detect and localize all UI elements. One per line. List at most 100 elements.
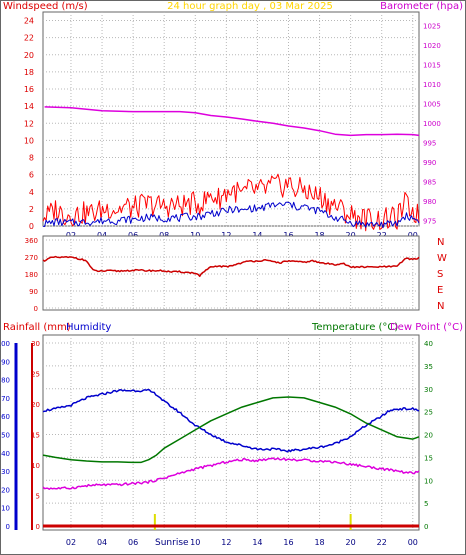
rainfall-tick-label: 30 [31, 340, 40, 348]
rainfall-tick-label: 20 [31, 401, 40, 409]
temperature-tick-label: 25 [424, 409, 433, 417]
rainfall-tick-label: 25 [31, 371, 40, 379]
direction-tick-label: 360 [25, 237, 38, 245]
barometer-tick-label: 1015 [423, 61, 441, 69]
humidity-tick-label: 80 [1, 377, 10, 385]
climate-grid [43, 335, 419, 530]
gust-line [42, 173, 420, 232]
direction-tick-label: 0 [34, 305, 38, 313]
x-tick-label: 06 [128, 538, 138, 547]
windspeed-tick-label: 0 [29, 222, 34, 231]
rainfall-tick-label: 15 [31, 432, 40, 440]
x-tick-label: 14 [252, 538, 262, 547]
x-tick-label: 04 [97, 538, 107, 547]
sunrise-label: Sunrise [155, 538, 189, 548]
windspeed-tick-label: 12 [24, 119, 34, 128]
barometer-tick-label: 985 [423, 178, 436, 186]
windspeed-tick-label: 22 [24, 34, 34, 43]
barometer-tick-label: 990 [423, 159, 436, 167]
humidity-line [42, 388, 420, 453]
rainfall-tick-label: 10 [31, 462, 40, 470]
barometer-tick-label: 1000 [423, 120, 441, 128]
windspeed-tick-label: 20 [24, 51, 34, 60]
barometer-tick-label: 1005 [423, 100, 441, 108]
temperature-tick-label: 30 [424, 386, 433, 394]
temperature-tick-label: 20 [424, 432, 433, 440]
x-tick-label: 20 [346, 538, 356, 547]
windspeed-tick-label: 16 [24, 85, 34, 94]
temperature-tick-label: 5 [424, 500, 428, 508]
temperature-tick-label: 15 [424, 454, 433, 462]
average-line [42, 201, 420, 229]
x-tick-label: 18 [314, 538, 324, 547]
compass-label: W [437, 253, 447, 264]
wind-plot-area [42, 11, 420, 227]
windspeed-tick-label: 2 [29, 205, 34, 214]
x-tick-label: 12 [221, 538, 231, 547]
temperature-axis-label: Temperature (°C) [311, 322, 398, 333]
humidity-tick-label: 40 [1, 450, 10, 458]
direction-line [42, 255, 420, 278]
x-tick-label: 02 [66, 538, 76, 547]
windspeed-tick-label: 10 [24, 136, 34, 145]
humidity-tick-label: 10 [1, 505, 10, 513]
direction-tick-label: 180 [25, 271, 38, 279]
rainfall-tick-label: 5 [36, 493, 40, 501]
windspeed-tick-label: 18 [24, 68, 34, 77]
humidity-tick-label: 50 [1, 432, 10, 440]
direction-plot-area [42, 235, 420, 311]
humidity-ticks: 0 10 20 30 40 50 60 70 80 90 100 [0, 340, 10, 531]
x-tick-label: 22 [377, 538, 387, 547]
windspeed-axis-label: Windspeed (m/s) [3, 1, 88, 12]
x-tick-label: 00 [408, 538, 418, 547]
windspeed-tick-label: 24 [24, 17, 34, 26]
rainfall-axis-label: Rainfall (mm) [3, 322, 71, 333]
barometer-tick-label: 1010 [423, 81, 441, 89]
direction-degree-ticks: 360 270 180 90 0 [25, 237, 38, 313]
windspeed-tick-label: 8 [29, 154, 34, 163]
temperature-ticks: 0 5 10 15 20 25 30 35 40 [424, 340, 433, 531]
x-tick-label: 16 [283, 538, 293, 547]
dewpoint-line [42, 457, 420, 490]
climate-plot-area [42, 334, 420, 531]
barometer-tick-label: 1025 [423, 22, 441, 30]
humidity-tick-label: 30 [1, 468, 10, 476]
temperature-tick-label: 0 [424, 523, 428, 531]
dewpoint-axis-label: Dew Point (°C) [390, 322, 463, 333]
climate-series [42, 388, 420, 528]
humidity-tick-label: 100 [0, 340, 10, 348]
chart-title: 24 hour graph day , 03 Mar 2025 [167, 1, 333, 12]
barometer-tick-label: 980 [423, 198, 436, 206]
windspeed-tick-label: 14 [24, 102, 34, 111]
direction-tick-label: 270 [25, 254, 38, 262]
direction-grid [43, 236, 419, 310]
barometer-tick-label: 995 [423, 139, 436, 147]
humidity-axis-label: Humidity [66, 322, 111, 333]
barometer-axis-label: Barometer (hpa) [380, 1, 463, 12]
temperature-line [42, 396, 420, 464]
compass-label: S [437, 269, 443, 280]
humidity-tick-label: 0 [6, 523, 10, 531]
compass-label: N [437, 301, 444, 312]
windspeed-tick-label: 6 [29, 171, 34, 180]
humidity-tick-label: 90 [1, 358, 10, 366]
compass-label: N [437, 237, 444, 248]
rainfall-tick-label: 0 [36, 523, 40, 531]
temperature-tick-label: 35 [424, 363, 433, 371]
direction-tick-label: 90 [29, 288, 38, 296]
temperature-tick-label: 40 [424, 340, 433, 348]
wind-series [42, 106, 420, 232]
humidity-tick-label: 60 [1, 413, 10, 421]
rainfall-ticks: 0 5 10 15 20 25 30 [31, 340, 40, 531]
windspeed-tick-label: 4 [29, 188, 34, 197]
barometer-tick-label: 1020 [423, 42, 441, 50]
left-axis-bars [14, 343, 33, 530]
barometer-ticks: 975 980 985 990 995 1000 1005 1010 1015 1020 1025 [423, 22, 441, 225]
compass-label: E [437, 285, 443, 296]
direction-series [42, 255, 420, 278]
x-tick-label: 10 [190, 538, 200, 547]
humidity-tick-label: 20 [1, 486, 10, 494]
humidity-tick-label: 70 [1, 395, 10, 403]
